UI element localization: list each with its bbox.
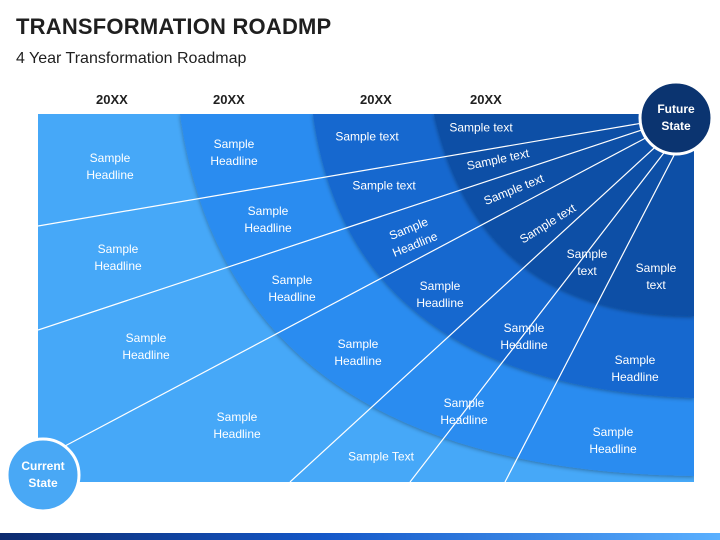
band3-label-7: Sample Headline bbox=[589, 425, 637, 456]
band2-label-1: Sample Headline bbox=[210, 137, 258, 168]
current-state-label: Current State bbox=[21, 459, 65, 490]
year-label-1: 20XX bbox=[96, 92, 128, 107]
year-label-2: 20XX bbox=[213, 92, 245, 107]
band4-label-1: Sample text bbox=[449, 120, 513, 135]
bottom-accent-bar bbox=[0, 533, 720, 540]
band2-label-2: Sample Headline bbox=[244, 204, 292, 235]
band2-label-5: Sample Text bbox=[348, 449, 414, 464]
radial-lines bbox=[38, 117, 685, 482]
band2-label-3: Sample Headline bbox=[268, 273, 316, 304]
year-label-4: 20XX bbox=[470, 92, 502, 107]
band4-label-6: Sample text bbox=[635, 261, 677, 292]
band1-label-2: Sample Headline bbox=[94, 242, 142, 273]
band1-label-1: Sample Headline bbox=[86, 151, 134, 182]
band4-label-5: Sample text bbox=[566, 247, 608, 278]
band3-label-1: Sample text bbox=[335, 129, 399, 144]
band3-label-2: Sample text bbox=[352, 178, 416, 193]
band1-label-4: Sample Headline bbox=[213, 410, 261, 441]
band3-label-5: Sample Headline bbox=[440, 396, 488, 427]
current-state-node bbox=[5, 437, 81, 513]
page-title: TRANSFORMATION ROADMP bbox=[16, 14, 332, 39]
band3-label-6: Sample Headline bbox=[500, 321, 548, 352]
band1-label-3: Sample Headline bbox=[122, 331, 170, 362]
future-state-node bbox=[638, 80, 714, 156]
band2-label-4: Sample Headline bbox=[334, 337, 382, 368]
future-state-label: Future State bbox=[657, 102, 695, 133]
band4-label-7: Sample Headline bbox=[611, 353, 659, 384]
page-subtitle: 4 Year Transformation Roadmap bbox=[16, 50, 247, 67]
band3-label-4: Sample Headline bbox=[416, 279, 464, 310]
band-year-4 bbox=[434, 114, 694, 316]
year-label-3: 20XX bbox=[360, 92, 392, 107]
